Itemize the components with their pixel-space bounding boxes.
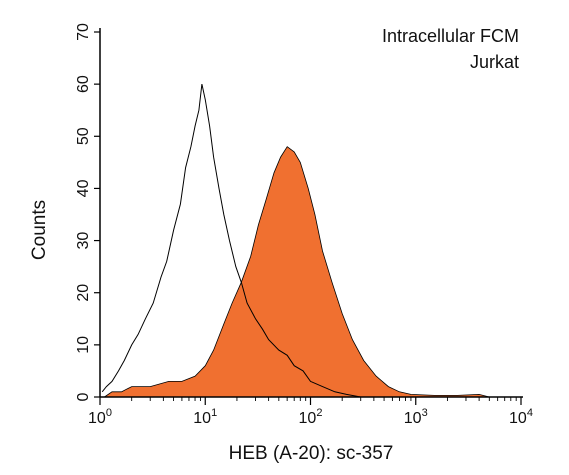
x-tick-label-4: 104 <box>509 407 533 427</box>
y-tick-label-1: 10 <box>75 336 92 354</box>
x-axis-title: HEB (A-20): sc-357 <box>229 443 394 464</box>
y-axis-title: Counts <box>29 200 50 260</box>
y-tick-label-0: 0 <box>75 392 92 401</box>
x-tick-label-2: 102 <box>299 407 323 427</box>
y-tick-label-7: 70 <box>75 23 92 41</box>
series-0-outline-histogram <box>101 83 361 398</box>
y-tick-label-2: 20 <box>75 284 92 302</box>
tick-labels: 0 10 20 30 40 50 60 70 100 101 102 103 104 <box>75 23 533 427</box>
y-tick-label-3: 30 <box>75 232 92 250</box>
y-tick-label-5: 50 <box>75 127 92 145</box>
series-1-filled-histogram <box>103 146 490 398</box>
plot-area <box>101 83 490 398</box>
x-tick-label-3: 103 <box>404 407 428 427</box>
annotation-line-1: Intracellular FCM <box>382 26 519 46</box>
axes <box>94 28 523 405</box>
x-tick-label-1: 101 <box>193 407 217 427</box>
annotation-line-2: Jurkat <box>470 52 519 72</box>
y-tick-label-4: 40 <box>75 179 92 197</box>
x-tick-label-0: 100 <box>88 407 112 427</box>
y-tick-label-6: 60 <box>75 75 92 93</box>
